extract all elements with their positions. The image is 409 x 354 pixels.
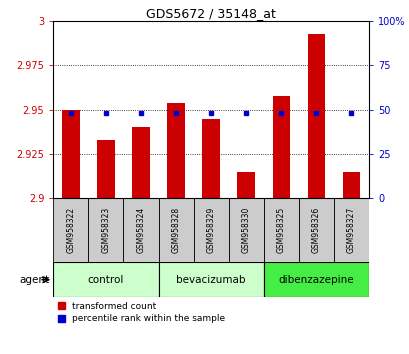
Bar: [123, 198, 158, 262]
Text: GSM958325: GSM958325: [276, 207, 285, 253]
Bar: [237, 172, 254, 198]
Text: GSM958328: GSM958328: [171, 207, 180, 253]
Text: GSM958327: GSM958327: [346, 207, 355, 253]
Bar: [272, 96, 289, 198]
Bar: [88, 198, 123, 262]
Bar: [202, 119, 219, 198]
Bar: [333, 198, 368, 262]
Text: GSM958330: GSM958330: [241, 207, 250, 253]
Bar: [97, 140, 115, 198]
Text: GSM958324: GSM958324: [136, 207, 145, 253]
Bar: [158, 262, 263, 297]
Text: dibenzazepine: dibenzazepine: [278, 275, 353, 285]
Bar: [158, 198, 193, 262]
Bar: [263, 198, 298, 262]
Bar: [53, 262, 158, 297]
Bar: [342, 172, 360, 198]
Text: agent: agent: [19, 275, 49, 285]
Title: GDS5672 / 35148_at: GDS5672 / 35148_at: [146, 7, 275, 20]
Bar: [298, 198, 333, 262]
Text: GSM958326: GSM958326: [311, 207, 320, 253]
Text: control: control: [88, 275, 124, 285]
Text: bevacizumab: bevacizumab: [176, 275, 245, 285]
Bar: [53, 198, 88, 262]
Text: GSM958329: GSM958329: [206, 207, 215, 253]
Bar: [167, 103, 184, 198]
Bar: [62, 110, 79, 198]
Bar: [228, 198, 263, 262]
Legend: transformed count, percentile rank within the sample: transformed count, percentile rank withi…: [58, 302, 225, 324]
Bar: [193, 198, 228, 262]
Text: GSM958322: GSM958322: [66, 207, 75, 253]
Bar: [263, 262, 368, 297]
Bar: [307, 34, 324, 198]
Bar: [132, 127, 149, 198]
Text: GSM958323: GSM958323: [101, 207, 110, 253]
